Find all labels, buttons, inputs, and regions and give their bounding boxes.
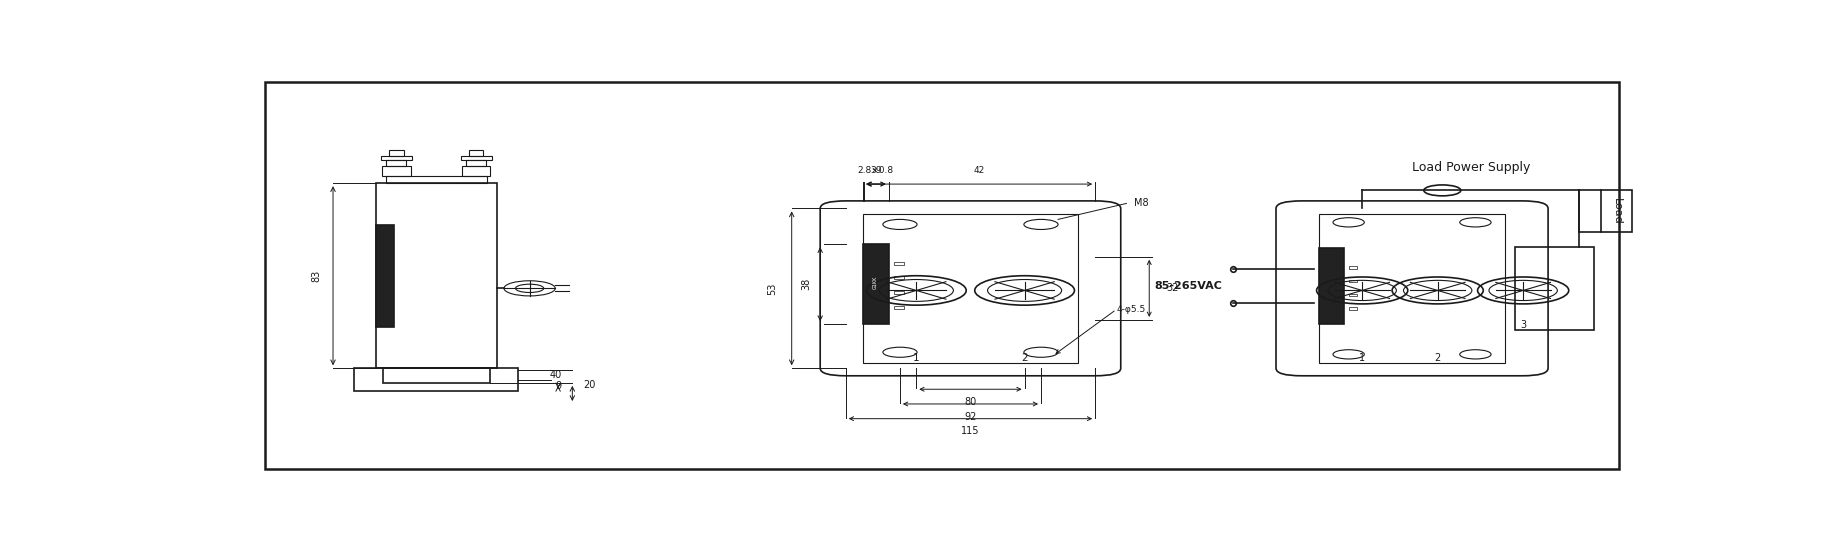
Bar: [895, 276, 904, 280]
Bar: [1601, 191, 1632, 233]
Bar: [1515, 247, 1594, 330]
Bar: [390, 151, 404, 156]
Bar: [386, 176, 487, 183]
Text: 83: 83: [311, 270, 322, 282]
Bar: [355, 368, 518, 391]
Bar: [895, 262, 904, 265]
Bar: [375, 225, 395, 327]
Text: M8: M8: [1134, 198, 1149, 207]
Bar: [1349, 294, 1356, 296]
Text: 115: 115: [961, 426, 980, 436]
Bar: [386, 159, 406, 167]
Text: 39: 39: [871, 166, 882, 175]
Text: 38: 38: [801, 278, 811, 290]
Bar: [1349, 307, 1356, 310]
Text: 80: 80: [965, 397, 976, 407]
Text: 3: 3: [1520, 320, 1526, 330]
Bar: [895, 291, 904, 294]
Text: 1: 1: [1358, 353, 1366, 363]
Bar: [895, 306, 904, 308]
Bar: [1349, 280, 1356, 282]
Bar: [862, 244, 888, 324]
Bar: [375, 183, 496, 368]
Text: 40: 40: [550, 370, 561, 379]
Text: Load Power Supply: Load Power Supply: [1412, 161, 1529, 174]
Text: G1KK: G1KK: [873, 275, 879, 289]
Text: 85-265VAC: 85-265VAC: [1154, 281, 1222, 291]
Bar: [1349, 266, 1356, 269]
Text: 53: 53: [766, 282, 777, 294]
Text: 2: 2: [1022, 353, 1027, 363]
Bar: [467, 159, 487, 167]
Text: 32: 32: [1167, 283, 1178, 293]
Text: 42: 42: [974, 166, 985, 175]
Bar: [469, 151, 483, 156]
Bar: [1318, 213, 1505, 363]
Text: Load: Load: [1612, 198, 1621, 225]
Text: 92: 92: [965, 412, 976, 422]
Text: 9: 9: [555, 381, 561, 391]
Bar: [1318, 248, 1344, 324]
Text: 2.8×0.8: 2.8×0.8: [858, 166, 893, 175]
Bar: [380, 156, 412, 159]
Text: 20: 20: [583, 380, 596, 390]
Text: 4-φ5.5: 4-φ5.5: [1116, 305, 1145, 314]
Text: 2: 2: [1434, 353, 1441, 363]
Bar: [461, 156, 493, 159]
Bar: [382, 167, 410, 176]
Bar: [382, 368, 489, 383]
Bar: [461, 167, 491, 176]
Bar: [862, 213, 1079, 363]
Text: 1: 1: [913, 353, 919, 363]
